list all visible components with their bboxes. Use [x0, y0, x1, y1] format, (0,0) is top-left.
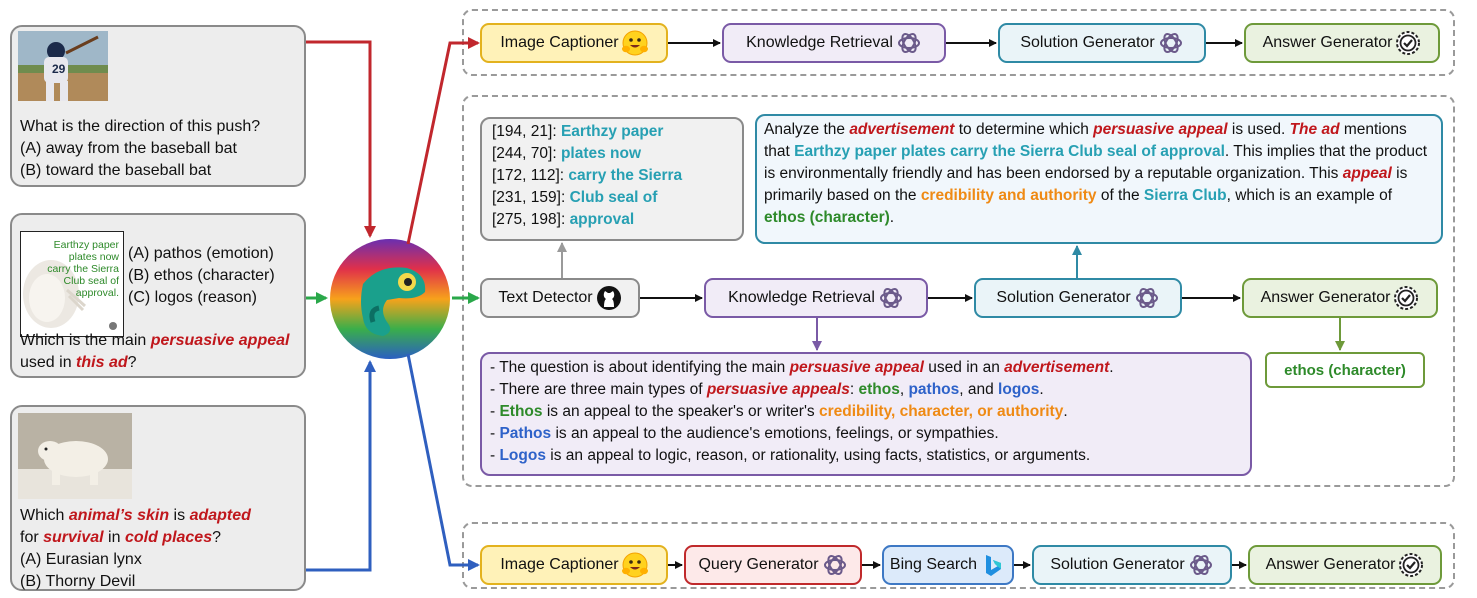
q3-option-a: (A) Eurasian lynx	[20, 551, 142, 568]
q2-option-b: (B) ethos (character)	[128, 267, 275, 284]
arrow-q1-chameleon	[306, 40, 376, 238]
chameleon-icon	[330, 239, 450, 359]
arrow-q3-chameleon	[306, 360, 376, 572]
q1-option-b: (B) toward the baseball bat	[20, 162, 212, 179]
knowledge-output-panel: - The question is about identifying the …	[480, 352, 1252, 476]
huggingface-icon	[621, 30, 648, 56]
top-solution-generator: Solution Generator	[998, 23, 1206, 63]
q1-question: What is the direction of this push?	[20, 118, 261, 135]
openai-icon	[1189, 552, 1212, 578]
knowledge-line-1: - The question is about identifying the …	[490, 359, 1114, 376]
q3-question-line2: for survival in cold places?	[20, 529, 222, 546]
mid-answer-generator: Answer Generator	[1242, 278, 1438, 318]
q2-option-c: (C) logos (reason)	[128, 289, 257, 306]
q2-option-a: (A) pathos (emotion)	[128, 245, 274, 262]
huggingface-icon	[621, 552, 648, 578]
bottom-query-generator: Query Generator	[684, 545, 862, 585]
pipeline-mid-group	[462, 95, 1455, 487]
check-gear-icon	[1399, 552, 1424, 578]
polar-bear-image	[18, 413, 132, 499]
openai-icon	[1159, 30, 1182, 56]
top-knowledge-retrieval: Knowledge Retrieval	[722, 23, 946, 63]
bottom-answer-generator: Answer Generator	[1248, 545, 1442, 585]
mid-solution-generator: Solution Generator	[974, 278, 1182, 318]
top-image-captioner: Image Captioner	[480, 23, 668, 63]
baseball-image: 29	[18, 31, 108, 101]
svg-text:29: 29	[52, 62, 66, 76]
mid-text-detector: Text Detector	[480, 278, 640, 318]
openai-icon	[897, 30, 920, 56]
ad-text-3: carry the Sierra	[47, 263, 119, 275]
knowledge-line-2: - There are three main types of persuasi…	[490, 381, 1044, 398]
bottom-solution-generator: Solution Generator	[1032, 545, 1232, 585]
ad-text-2: plates now	[68, 251, 119, 263]
github-icon	[596, 286, 621, 310]
knowledge-line-5: - Logos is an appeal to logic, reason, o…	[490, 447, 1091, 464]
knowledge-line-3: - Ethos is an appeal to the speaker's or…	[490, 403, 1068, 420]
check-gear-icon	[1394, 285, 1419, 311]
ad-text-4: Club seal of	[63, 275, 119, 287]
q1-option-a: (A) away from the baseball bat	[20, 140, 237, 157]
ocr-line: [172, 112]: carry the Sierra	[492, 167, 683, 184]
ad-text-1: Earthzy paper	[53, 239, 119, 251]
ocr-line: [194, 21]: Earthzy paper	[492, 123, 664, 140]
ocr-line: [275, 198]: approval	[492, 211, 635, 228]
bottom-image-captioner: Image Captioner	[480, 545, 668, 585]
final-answer-box: ethos (character)	[1265, 352, 1425, 388]
check-gear-icon	[1396, 30, 1421, 56]
knowledge-line-4: - Pathos is an appeal to the audience's …	[490, 425, 999, 442]
ad-text-5: approval.	[75, 287, 119, 299]
question-box-baseball: 29 What is the direction of this push? (…	[10, 25, 306, 187]
question-box-bear: Which animal’s skin is adapted for survi…	[10, 405, 306, 591]
ocr-line: [231, 159]: Club seal of	[492, 189, 658, 206]
bottom-bing-search: Bing Search	[882, 545, 1014, 585]
mid-knowledge-retrieval: Knowledge Retrieval	[704, 278, 928, 318]
q2-question: Which is the main persuasive appeal used…	[20, 332, 290, 371]
openai-icon	[1135, 285, 1158, 311]
ocr-line: [244, 70]: plates now	[492, 145, 642, 162]
q3-option-b: (B) Thorny Devil	[20, 573, 136, 590]
ocr-output-panel: [194, 21]: Earthzy paper [244, 70]: plat…	[480, 117, 744, 241]
question-box-ad: Earthzy paper plates now carry the Sierr…	[10, 213, 306, 378]
ad-image: Earthzy paper plates now carry the Sierr…	[20, 231, 124, 337]
top-answer-generator: Answer Generator	[1244, 23, 1440, 63]
solution-output-panel: Analyze the advertisement to determine w…	[755, 114, 1443, 244]
openai-icon	[879, 285, 902, 311]
bing-icon	[986, 555, 1002, 576]
openai-icon	[823, 552, 846, 578]
q3-question-line1: Which animal’s skin is adapted	[20, 507, 251, 524]
